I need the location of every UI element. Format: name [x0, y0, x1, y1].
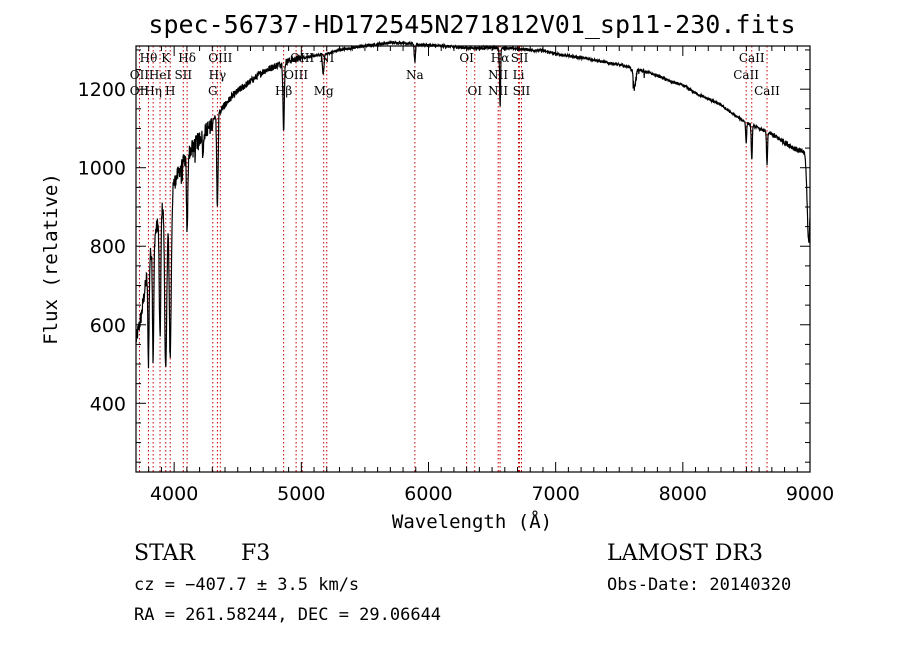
- reference-line-label: SII: [513, 84, 531, 98]
- x-tick-label: 5000: [277, 483, 325, 505]
- x-tick-label: 7000: [531, 483, 579, 505]
- reference-line-label: K: [161, 51, 171, 65]
- reference-line-label: CaII: [739, 51, 765, 65]
- y-axis-ticks: 400 600 800 1000 1200: [78, 49, 810, 463]
- x-tick-label: 4000: [150, 483, 198, 505]
- reference-line-label: SII: [174, 68, 192, 82]
- reference-line-label: Hα: [491, 51, 510, 65]
- object-class: STAR: [134, 541, 196, 566]
- x-axis-ticks: 4000 5000 6000 7000 8000 9000: [135, 46, 834, 505]
- y-tick-label: 800: [90, 236, 126, 258]
- reference-line-label: OII: [130, 68, 150, 82]
- y-axis-label: Flux (relative): [40, 173, 62, 345]
- reference-line-label: Hη: [144, 84, 162, 98]
- x-tick-label: 8000: [659, 483, 707, 505]
- y-tick-label: 1000: [78, 158, 126, 180]
- y-tick-label: 400: [90, 393, 126, 415]
- subclass: F3: [241, 541, 270, 566]
- reference-line-label: SII: [511, 51, 529, 65]
- reference-line-label: G: [208, 84, 218, 98]
- x-axis-label: Wavelength (Å): [392, 510, 552, 533]
- reference-line-label: OII: [130, 84, 150, 98]
- x-tick-label: 6000: [404, 483, 452, 505]
- spectrum-line: [135, 39, 811, 369]
- reference-line-label: H: [165, 84, 175, 98]
- reference-line-label: NII: [488, 84, 508, 98]
- reference-line-label: NI: [319, 51, 335, 65]
- reference-line-label: CaII: [754, 84, 780, 98]
- redshift-text: cz = −407.7 ± 3.5 km/s: [134, 575, 359, 595]
- reference-line-label: Hθ: [140, 51, 158, 65]
- reference-line-label: CaII: [733, 68, 759, 82]
- reference-line-label: Mg: [314, 84, 334, 98]
- reference-lines-group: [138, 46, 768, 472]
- plot-frame: [135, 45, 811, 473]
- reference-line-label: Hδ: [178, 51, 196, 65]
- reference-line-label: Na: [406, 68, 424, 82]
- reference-line-label: OIII: [284, 68, 308, 82]
- reference-line-label: OI: [467, 84, 482, 98]
- y-tick-label: 600: [90, 315, 126, 337]
- reference-line-label: OI: [459, 51, 474, 65]
- coords-text: RA = 261.58244, DEC = 29.06644: [134, 605, 441, 625]
- chart-title: spec-56737-HD172545N271812V01_sp11-230.f…: [148, 10, 795, 39]
- y-tick-label: 1200: [78, 79, 126, 101]
- x-tick-label: 9000: [786, 483, 834, 505]
- reference-line-label: NII: [488, 68, 508, 82]
- reference-line-label: OIII: [208, 51, 232, 65]
- reference-line-label: Li: [513, 68, 525, 82]
- reference-line-label: Hβ: [275, 84, 292, 98]
- obs-date-text: Obs-Date: 20140320: [607, 575, 791, 595]
- survey-name: LAMOST DR3: [607, 541, 763, 566]
- reference-line-label: HeI: [149, 68, 172, 82]
- reference-line-label: Hγ: [209, 68, 227, 82]
- reference-labels-group: OIIOIIHθHηHeIKHSIIHδGHγOIIIHβOIIIOIIIMgN…: [130, 51, 780, 98]
